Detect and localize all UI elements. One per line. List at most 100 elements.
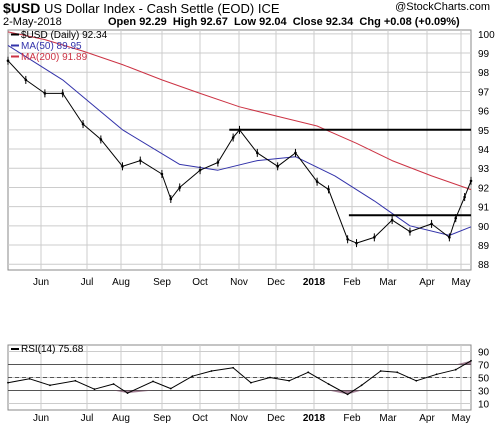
price-point xyxy=(408,230,412,233)
rsi-point xyxy=(396,371,399,374)
rsi-point xyxy=(28,377,31,380)
rsi-x-tick-label: Feb xyxy=(343,413,361,424)
y-tick-label: 100 xyxy=(478,30,495,41)
x-tick-label: Aug xyxy=(112,277,130,288)
rsi-point xyxy=(360,384,363,387)
quote-date: 2-May-2018 xyxy=(3,16,62,28)
ma50-line xyxy=(7,44,472,236)
y-tick-label: 96 xyxy=(478,107,490,118)
x-tick-label: May xyxy=(452,277,471,288)
stockcharts-logo: @StockCharts.com xyxy=(395,1,490,13)
price-point xyxy=(327,188,330,191)
price-line xyxy=(7,60,472,244)
price-point xyxy=(81,122,85,126)
chg-value: +0.08 (+0.09%) xyxy=(383,16,460,28)
price-point xyxy=(256,151,259,155)
x-tick-label: Apr xyxy=(419,277,435,288)
x-tick-label: Nov xyxy=(230,277,248,288)
price-point xyxy=(390,218,394,222)
rsi-point xyxy=(191,375,194,378)
y-tick-label: 88 xyxy=(478,260,490,271)
price-point xyxy=(138,159,142,162)
x-tick-label: 2018 xyxy=(303,277,326,288)
price-point xyxy=(169,197,173,201)
price-point xyxy=(346,237,349,241)
chart-title: $USD US Dollar Index - Cash Settle (EOD)… xyxy=(3,0,280,16)
exchange: ICE xyxy=(257,1,280,16)
legend-ma50: MA(50) 89.95 xyxy=(21,41,82,52)
price-point xyxy=(454,216,458,220)
price-point xyxy=(469,179,473,183)
high-value: 92.67 xyxy=(200,16,228,28)
rsi-point xyxy=(327,383,330,385)
rsi-y-tick-label: 10 xyxy=(478,400,490,411)
symbol: $USD xyxy=(3,0,41,16)
rsi-y-tick-label: 30 xyxy=(478,387,490,398)
rsi-point xyxy=(74,379,77,382)
close-value: 92.34 xyxy=(325,16,354,28)
rsi-oversold-fill xyxy=(127,390,154,394)
price-point xyxy=(198,168,202,172)
price-point xyxy=(6,59,10,63)
y-tick-label: 98 xyxy=(478,68,490,79)
rsi-point xyxy=(93,388,96,391)
rsi-point xyxy=(415,379,418,382)
x-tick-label: Mar xyxy=(379,277,397,288)
y-tick-label: 90 xyxy=(478,222,490,233)
rsi-point xyxy=(269,376,271,379)
open-label: Open xyxy=(108,16,137,28)
rsi-point xyxy=(112,383,115,385)
rsi-x-tick-label: 2018 xyxy=(303,413,326,424)
rsi-x-tick-label: Aug xyxy=(112,413,130,424)
y-tick-label: 95 xyxy=(478,126,490,137)
y-tick-label: 99 xyxy=(478,49,490,60)
y-tick-label: 94 xyxy=(478,145,490,156)
rsi-x-tick-label: Jun xyxy=(33,413,49,424)
low-value: 92.04 xyxy=(259,16,287,28)
rsi-x-tick-label: Jul xyxy=(81,413,94,424)
close-label: Close xyxy=(292,16,323,28)
rsi-point xyxy=(307,371,310,374)
price-point xyxy=(315,180,319,183)
price-point xyxy=(355,241,358,245)
y-tick-label: 91 xyxy=(478,203,490,214)
price-point xyxy=(121,165,124,168)
rsi-point xyxy=(126,392,129,394)
legend-rsi: RSI(14) 75.68 xyxy=(21,344,84,355)
price-point xyxy=(430,222,433,226)
price-point xyxy=(178,186,182,189)
rsi-point xyxy=(435,373,438,376)
rsi-point xyxy=(288,379,291,382)
instrument-name: US Dollar Index - Cash Settle (EOD) xyxy=(43,1,255,16)
rsi-y-tick-label: 50 xyxy=(478,374,490,385)
x-tick-label: Jun xyxy=(33,277,49,288)
x-tick-label: Dec xyxy=(267,277,285,288)
rsi-point xyxy=(250,381,252,384)
rsi-y-tick-label: 90 xyxy=(478,348,490,359)
rsi-point xyxy=(49,384,51,387)
price-point xyxy=(160,172,164,176)
ohlc-summary: Open 92.29 High 92.67 Low 92.04 Close 92… xyxy=(108,16,460,28)
y-tick-label: 92 xyxy=(478,183,490,194)
y-tick-label: 89 xyxy=(478,241,490,252)
price-point xyxy=(43,92,47,95)
high-label: High xyxy=(172,16,198,28)
rsi-point xyxy=(454,368,457,371)
price-point xyxy=(373,236,376,239)
x-tick-label: Oct xyxy=(192,277,208,288)
rsi-point xyxy=(210,370,213,372)
x-tick-label: Feb xyxy=(343,277,361,288)
rsi-x-tick-label: Mar xyxy=(379,413,397,424)
rsi-x-tick-label: Dec xyxy=(267,413,285,424)
ma200-line xyxy=(7,31,472,191)
price-point xyxy=(216,161,220,164)
price-point xyxy=(448,236,451,239)
rsi-oversold-fill xyxy=(347,390,362,395)
price-point xyxy=(294,151,297,155)
price-point xyxy=(463,195,466,199)
rsi-point xyxy=(232,366,235,369)
rsi-x-tick-label: Apr xyxy=(419,413,435,424)
price-point xyxy=(231,136,235,139)
rsi-x-tick-label: Oct xyxy=(192,413,208,424)
